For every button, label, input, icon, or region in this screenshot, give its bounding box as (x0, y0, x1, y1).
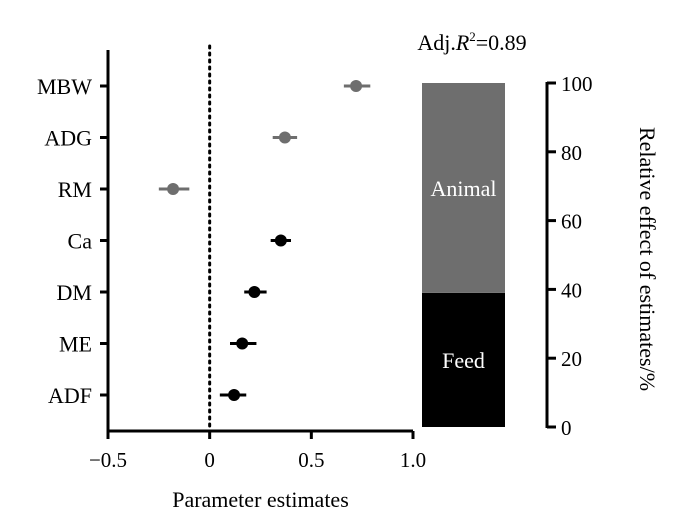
estimate-point (274, 234, 287, 247)
bar-segment (422, 292, 505, 427)
category-label: ADF (48, 383, 92, 408)
x-tick-label: 0.5 (298, 448, 324, 472)
x-tick-group: −0.5 0 0.5 1.0 (89, 431, 426, 472)
y-axis-title: Relative effect of estimates/% (635, 127, 660, 391)
category-label: ADG (44, 126, 92, 151)
y-tick-label: 60 (561, 210, 582, 234)
bar-segment-label: Feed (442, 348, 485, 373)
estimate-group (158, 80, 371, 401)
bar-segment (422, 83, 505, 293)
y-tick-label: 0 (561, 416, 572, 440)
r2-prefix: Adj. (417, 30, 456, 55)
category-label: RM (58, 177, 92, 202)
estimate-point (236, 337, 249, 350)
forest-plot-panel: MBW ADG RM Ca DM ME ADF −0.5 0 0.5 1.0 Parameter … (37, 44, 426, 512)
category-label: MBW (37, 74, 92, 99)
r2-symbol: R (455, 30, 470, 55)
category-label: ME (59, 332, 92, 357)
y-tick-label: 40 (561, 278, 582, 302)
x-tick-label: −0.5 (89, 448, 127, 472)
x-tick-label: 0 (204, 448, 215, 472)
bar-segment-label: Animal (431, 176, 497, 201)
estimate-point (228, 389, 241, 401)
y-tick-group: 0 20 40 60 80 100 (547, 72, 593, 440)
stacked-bar-panel: Feed Animal 0 20 40 60 80 100 Relative effect … (417, 29, 660, 440)
category-label: Ca (68, 229, 93, 254)
category-label: DM (57, 280, 92, 305)
category-group: MBW ADG RM Ca DM ME ADF (37, 74, 108, 408)
estimate-point (350, 80, 363, 92)
r2-superscript: 2 (469, 29, 476, 44)
x-axis-title: Parameter estimates (172, 487, 349, 512)
y-tick-label: 20 (561, 347, 582, 371)
y-tick-label: 100 (561, 72, 593, 96)
estimate-point (167, 183, 180, 195)
estimate-point (248, 286, 261, 298)
bar-segment-group: Feed Animal (422, 83, 505, 427)
x-tick-label: 1.0 (400, 448, 426, 472)
adj-r2-annotation: Adj.R2=0.89 (417, 29, 526, 55)
r2-value: =0.89 (476, 30, 527, 55)
y-tick-label: 80 (561, 141, 582, 165)
estimate-point (278, 131, 291, 144)
